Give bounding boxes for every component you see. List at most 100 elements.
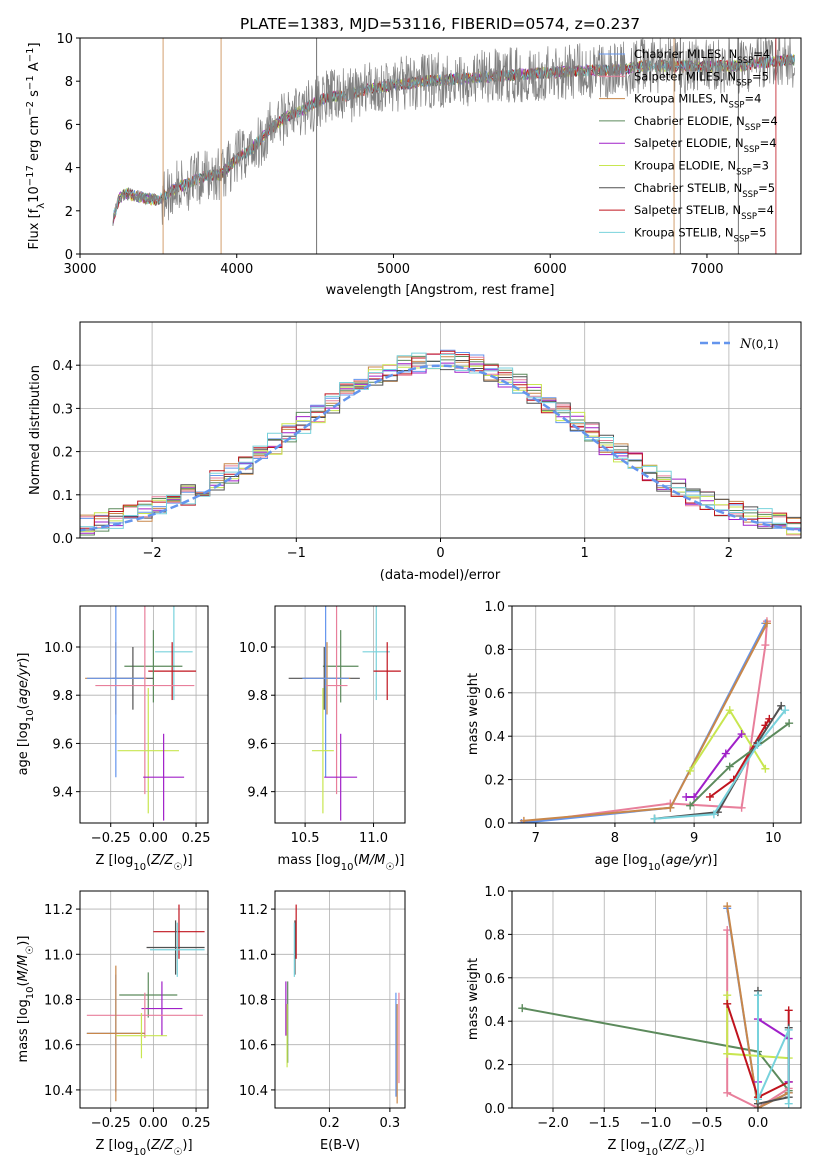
y-tick-label: 9.4 xyxy=(52,786,73,801)
y-tick-label: 0.2 xyxy=(484,1059,505,1074)
y-tick-label: 10.0 xyxy=(44,641,73,656)
legend-name: Kroupa ELODIE, N xyxy=(634,159,736,173)
label-part: ( xyxy=(16,981,31,986)
weight-marker xyxy=(784,1025,793,1034)
legend-entry: Salpeter ELODIE, NSSP=4 xyxy=(634,136,777,155)
y-tick-label: 11.2 xyxy=(44,903,73,918)
x-tick-label: −1 xyxy=(287,546,306,561)
residuals-axes: −2 −1 0 1 2 0.0 0.1 0.2 0.3 0.4 xyxy=(52,322,801,561)
label-part: Z/Z xyxy=(150,1138,174,1153)
weight-marker xyxy=(723,1049,732,1058)
y-tick-label: 11.0 xyxy=(44,948,73,963)
weight-marker xyxy=(709,810,718,819)
mass-weight-vs-Z-frame xyxy=(511,890,802,1109)
weight-marker xyxy=(518,1004,527,1013)
x-tick-label: 0.2 xyxy=(319,1116,340,1131)
legend-sub: SSP xyxy=(734,234,750,244)
weight-marker xyxy=(785,719,794,728)
weight-marker xyxy=(762,619,771,628)
label-part: ( xyxy=(661,853,666,868)
legend-sub: SSP xyxy=(737,56,753,66)
weight-marker xyxy=(686,801,695,810)
label-part: Z [log xyxy=(607,1138,645,1153)
weight-marker xyxy=(723,902,732,911)
label-part: 10 xyxy=(25,709,36,722)
weight-marker xyxy=(761,764,770,773)
x-axis-label: age [log10(age/yr)] xyxy=(595,853,718,873)
label-part: age [log xyxy=(16,722,31,775)
y-tick-label: 10.6 xyxy=(44,1039,73,1054)
mass-vs-Z-axes: −0.25 0.00 0.25 10.4 10.6 10.8 11.0 11.2 xyxy=(44,891,211,1131)
weight-marker xyxy=(723,991,732,1000)
y-tick-label: 4 xyxy=(65,162,73,177)
label-part: Flux [f xyxy=(27,208,42,249)
y-tick-label: 2 xyxy=(65,205,73,220)
y-tick-label: 1.0 xyxy=(484,885,505,900)
y-tick-label: 0.3 xyxy=(52,402,73,417)
y-tick-label: 0.0 xyxy=(52,532,73,547)
x-axis-label: (data-model)/error xyxy=(380,568,501,583)
label-part: ] xyxy=(27,42,42,47)
label-part: M/M xyxy=(16,955,31,982)
label-part: mass [log xyxy=(278,853,341,868)
weight-marker xyxy=(781,706,790,715)
y-tick-label: 0.2 xyxy=(484,774,505,789)
x-axis-label: Z [log10(Z/Z☉)] xyxy=(95,853,192,873)
label-part: ( xyxy=(658,1138,663,1153)
x-tick-label: 0 xyxy=(436,546,444,561)
y-tick-label: 10.8 xyxy=(44,994,73,1009)
legend-n: =3 xyxy=(752,159,769,173)
x-tick-label: 5000 xyxy=(377,262,410,277)
weight-marker xyxy=(784,1099,793,1108)
label-part: )] xyxy=(394,853,404,868)
legend-name: Salpeter STELIB, N xyxy=(634,203,741,217)
mass-weight-vs-age-plot xyxy=(517,617,794,823)
x-tick-label: 0.00 xyxy=(139,831,168,846)
x-tick-label: 4000 xyxy=(220,262,253,277)
x-tick-label: 0.00 xyxy=(139,1116,168,1131)
label-part: Z [log xyxy=(95,853,133,868)
legend-sub: SSP xyxy=(744,145,760,155)
legend-entry: N(0,1) xyxy=(739,337,779,352)
y-axis-label: mass weight xyxy=(466,673,481,755)
legend-name: Kroupa MILES, N xyxy=(634,92,729,106)
weight-marker xyxy=(721,749,730,758)
label-part: age/yr xyxy=(16,661,31,704)
x-tick-label: 6000 xyxy=(534,262,567,277)
x-tick-label: −1.0 xyxy=(640,1116,672,1131)
label-part: −1 xyxy=(25,48,36,63)
weight-line xyxy=(709,718,771,798)
label-part: )] xyxy=(182,1138,192,1153)
y-tick-label: 11.0 xyxy=(239,948,268,963)
label-part: λ xyxy=(36,203,47,209)
mass-vs-EBV-plot xyxy=(285,904,400,1104)
observed-spectrum xyxy=(112,38,796,226)
spectrum-frame xyxy=(79,37,802,255)
x-tick-label: 11.0 xyxy=(359,831,388,846)
legend-symbol: N xyxy=(739,337,752,352)
x-tick-label: −0.25 xyxy=(91,831,131,846)
y-tick-label: 0.4 xyxy=(484,1015,505,1030)
y-axis-label: mass [log10(M/M☉)] xyxy=(16,936,36,1063)
y-tick-label: 0 xyxy=(65,248,73,263)
y-tick-label: 10.4 xyxy=(239,1084,268,1099)
label-part: 10 xyxy=(133,862,146,873)
weight-line xyxy=(757,995,790,1104)
weight-marker xyxy=(519,816,528,823)
weight-marker xyxy=(690,792,699,801)
label-part: )] xyxy=(16,936,31,946)
y-axis-label: Flux [fλ10−17 erg cm−2 s−1 A−1] xyxy=(25,42,47,249)
mass-weight-vs-Z-plot xyxy=(518,902,793,1108)
legend-n: =5 xyxy=(749,225,766,239)
label-part: Z/Z xyxy=(662,1138,686,1153)
legend-sub: SSP xyxy=(736,168,752,178)
y-tick-label: 11.2 xyxy=(239,903,268,918)
x-axis-label: E(B-V) xyxy=(320,1138,360,1153)
weight-marker xyxy=(705,792,714,801)
y-tick-label: 10 xyxy=(56,32,73,47)
label-part: M/M xyxy=(359,853,386,868)
x-tick-label: 0.25 xyxy=(182,1116,211,1131)
y-tick-label: 0.2 xyxy=(52,446,73,461)
label-part: ( xyxy=(353,853,358,868)
y-tick-label: 0.8 xyxy=(484,928,505,943)
